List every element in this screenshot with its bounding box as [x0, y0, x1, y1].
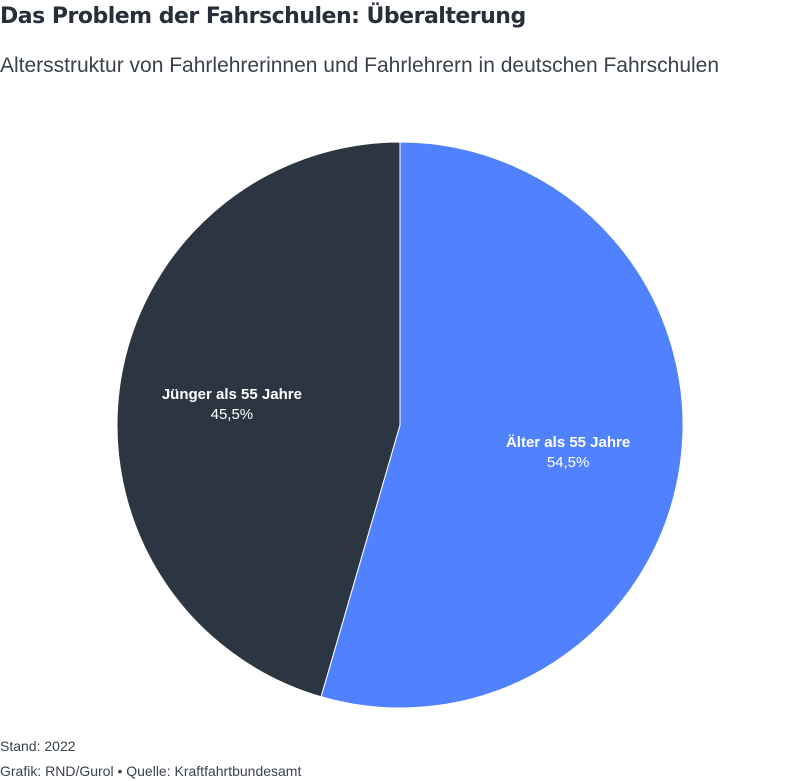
pie-slice-aelter-als-55-jahre [320, 141, 684, 709]
slice-value-aelter-als-55-jahre: 54,5% [547, 454, 590, 471]
chart-title: Das Problem der Fahrschulen: Überalterun… [0, 4, 526, 29]
footer-credit: Grafik: RND/Gurol • Quelle: Kraftfahrtbu… [0, 763, 302, 779]
slice-label-juenger-als-55-jahre: Jünger als 55 Jahre [162, 386, 302, 403]
pie-labels: Älter als 55 Jahre 54,5% Jünger als 55 Jah… [162, 386, 630, 471]
chart-subtitle: Altersstruktur von Fahrlehrerinnen und F… [0, 54, 720, 77]
pie-slices [116, 141, 684, 709]
footer-stand: Stand: 2022 [0, 738, 76, 754]
slice-value-juenger-als-55-jahre: 45,5% [211, 406, 254, 423]
slice-label-aelter-als-55-jahre: Älter als 55 Jahre [506, 434, 630, 451]
pie-slice-juenger-als-55-jahre [116, 141, 401, 698]
